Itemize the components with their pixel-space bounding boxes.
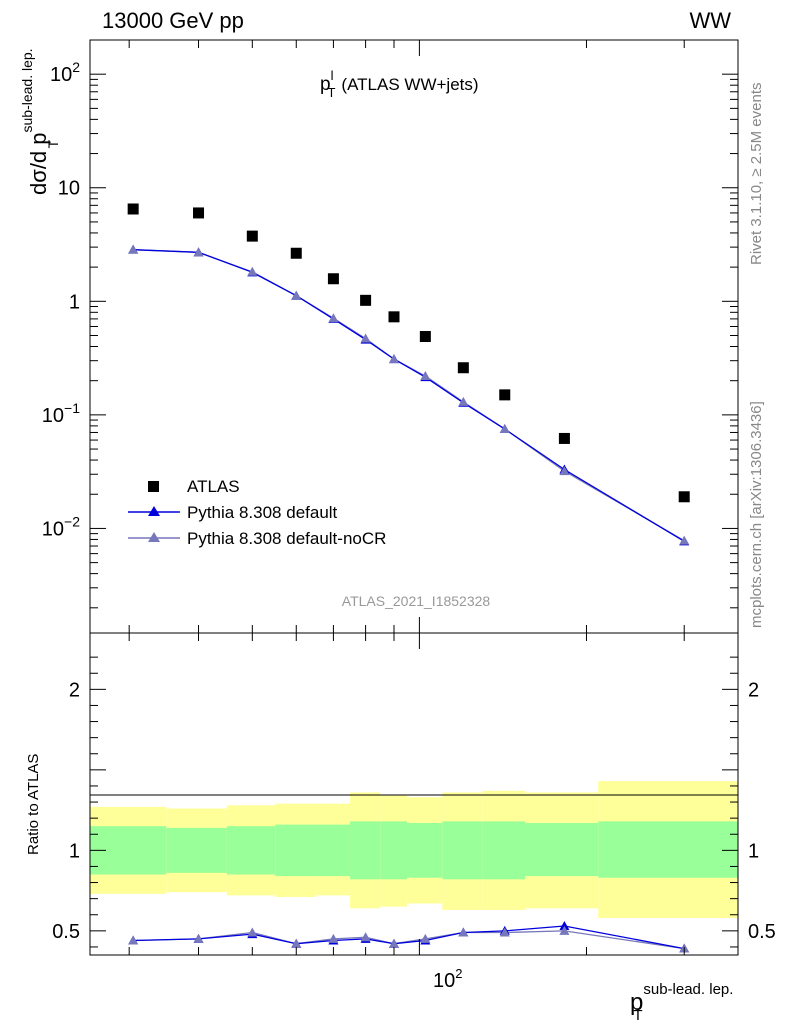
rivet-label: Rivet 3.1.10, ≥ 2.5M events (748, 83, 765, 266)
ratio-line-nocr (133, 930, 685, 950)
main-series (127, 203, 690, 546)
ratio-y-tick-label-right: 2 (748, 679, 759, 701)
legend-marker-atlas (148, 481, 159, 492)
point-atlas (127, 203, 139, 215)
ratio-point-nocr (499, 927, 510, 937)
point-nocr (128, 244, 139, 254)
ratio-band-inner (315, 824, 351, 877)
process-label: WW (689, 8, 731, 33)
point-nocr (458, 396, 469, 406)
ratio-series (128, 921, 690, 953)
ratio-band-inner (482, 821, 526, 880)
main-y-label: dσ/d psub-lead. lep.T (19, 48, 61, 195)
main-y-tick-label: 10 (58, 178, 80, 200)
ratio-point-default (559, 921, 570, 931)
point-atlas (499, 389, 511, 401)
point-nocr (328, 313, 339, 323)
ratio-plot: 0.5 0.5 1 1 2 2 Ratio to ATLAS 102 psub-lead.… (25, 632, 776, 1024)
ratio-point-nocr (458, 927, 469, 937)
point-atlas (388, 311, 400, 323)
ratio-point-nocr (247, 927, 258, 937)
legend-label-default: Pythia 8.308 default (187, 503, 338, 522)
main-plot: 102 10 1 10−1 10−2 pl T (ATLAS WW+jets) dσ/d p… (19, 39, 739, 634)
ratio-point-nocr (420, 933, 431, 943)
point-nocr (360, 333, 371, 343)
ratio-band-inner (275, 824, 316, 877)
legend: ATLAS Pythia 8.308 default Pythia 8.308 … (128, 477, 386, 548)
point-atlas (419, 330, 431, 342)
energy-label: 13000 GeV pp (102, 8, 244, 33)
ratio-band-inner (350, 821, 381, 880)
ratio-point-nocr (388, 938, 399, 948)
ratio-y-label: Ratio to ATLAS (25, 754, 42, 855)
ratio-point-nocr (360, 932, 371, 942)
main-x-ticks (128, 40, 685, 633)
legend-label-atlas: ATLAS (187, 477, 240, 496)
point-nocr (559, 466, 570, 476)
legend-label-nocr: Pythia 8.308 default-noCR (187, 529, 386, 548)
point-atlas (360, 294, 372, 306)
plot-title: pl T (ATLAS WW+jets) (320, 68, 479, 100)
legend-marker-nocr (148, 532, 160, 542)
point-atlas (290, 247, 302, 259)
main-y-tick-labels: 102 10 1 10−1 10−2 (42, 59, 80, 540)
legend-marker-default (148, 506, 160, 516)
main-y-axis (90, 39, 738, 609)
point-atlas (678, 491, 690, 503)
point-atlas (457, 362, 469, 374)
ratio-point-nocr (291, 938, 302, 948)
ratio-band-inner (226, 826, 276, 875)
point-atlas (246, 230, 258, 242)
ratio-y-tick-label-right: 1 (748, 840, 759, 862)
ratio-line-default (133, 925, 685, 950)
point-nocr (388, 354, 399, 364)
ratio-point-nocr (328, 933, 339, 943)
x-tick-label-100: 102 (433, 966, 462, 992)
ratio-y-tick-label-right: 0.5 (748, 921, 776, 943)
ratio-point-nocr (559, 925, 570, 935)
ratio-y-axis: 0.5 0.5 1 1 2 2 (52, 656, 776, 948)
main-y-tick-label: 102 (50, 59, 80, 86)
series-line-default (133, 249, 685, 542)
point-nocr (291, 290, 302, 300)
ratio-band-inner (598, 821, 738, 878)
point-nocr (679, 535, 690, 545)
x-axis-label: psub-lead. lep. T (630, 981, 733, 1024)
ratio-band-inner (442, 821, 483, 880)
main-y-tick-label: 10−2 (42, 513, 80, 540)
main-y-tick-label: 10−1 (42, 400, 80, 427)
point-nocr (420, 370, 431, 380)
series-line-nocr (133, 249, 685, 542)
point-atlas (327, 273, 339, 285)
point-atlas (193, 207, 205, 219)
ratio-point-nocr (128, 935, 139, 945)
ratio-y-tick-label: 1 (69, 840, 80, 862)
ratio-y-tick-label: 2 (69, 679, 80, 701)
ratio-band-inner (166, 827, 227, 873)
ratio-uncertainty-bands (90, 781, 738, 918)
ratio-point-nocr (193, 933, 204, 943)
ratio-y-tick-label: 0.5 (52, 921, 80, 943)
point-nocr (499, 424, 510, 434)
ratio-band-inner (380, 821, 408, 880)
main-y-tick-label: 1 (69, 291, 80, 313)
mcplots-label: mcplots.cern.ch [arXiv:1306.3436] (748, 401, 765, 628)
ratio-x-ticks (128, 633, 685, 955)
point-nocr (193, 247, 204, 257)
ratio-band-inner (525, 822, 599, 877)
point-nocr (247, 266, 258, 276)
point-atlas (558, 432, 570, 444)
ratio-plot-frame (89, 632, 739, 956)
ratio-band-inner (407, 822, 443, 878)
analysis-watermark: ATLAS_2021_I1852328 (342, 593, 491, 609)
